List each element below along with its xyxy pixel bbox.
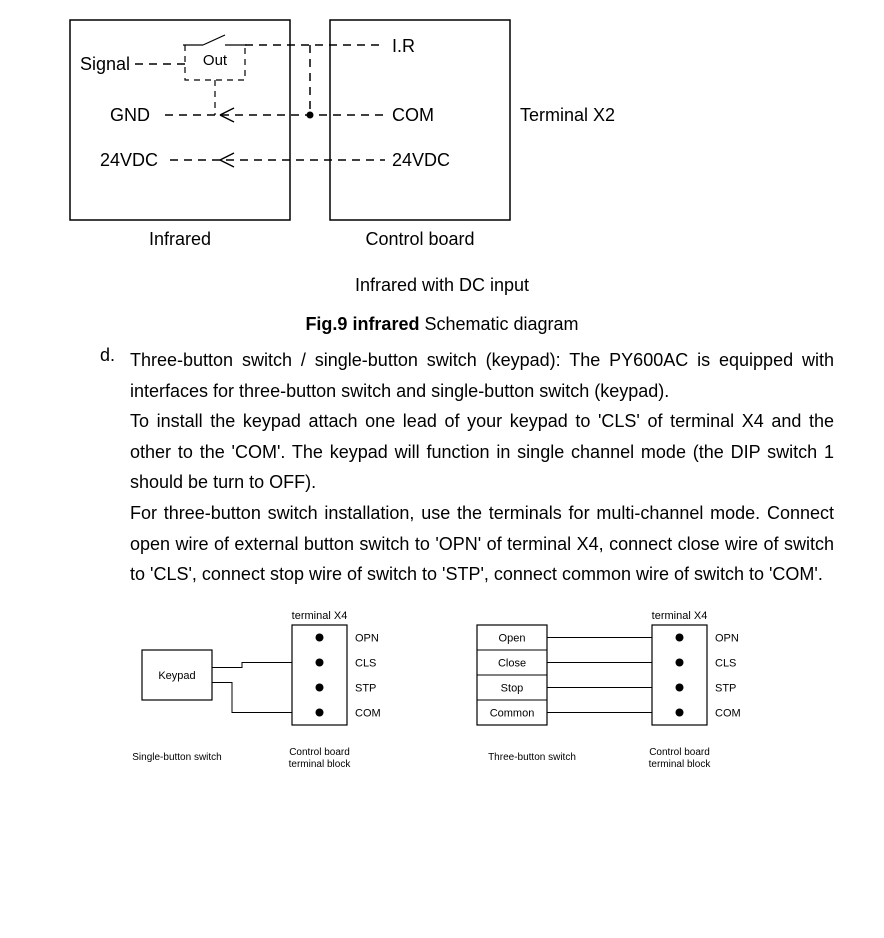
svg-text:COM: COM bbox=[715, 707, 741, 719]
svg-text:Terminal X2: Terminal X2 bbox=[520, 105, 615, 125]
svg-text:GND: GND bbox=[110, 105, 150, 125]
paragraph-1: Three-button switch / single-button swit… bbox=[130, 345, 834, 406]
list-marker: d. bbox=[100, 345, 115, 366]
fig-rest: Schematic diagram bbox=[419, 314, 578, 334]
svg-text:Infrared: Infrared bbox=[149, 229, 211, 249]
fig-bold: Fig.9 infrared bbox=[305, 314, 419, 334]
three-button-diagram: terminal X4 OPN CLS STP COM Open Close Stop Comm… bbox=[462, 600, 762, 780]
svg-text:terminal X4: terminal X4 bbox=[292, 610, 348, 622]
svg-text:terminal X4: terminal X4 bbox=[652, 610, 708, 622]
svg-text:Keypad: Keypad bbox=[158, 670, 195, 682]
svg-text:Stop: Stop bbox=[501, 682, 524, 694]
svg-text:STP: STP bbox=[355, 682, 376, 694]
svg-text:Control board: Control board bbox=[649, 747, 710, 758]
svg-text:Control board: Control board bbox=[289, 747, 350, 758]
svg-text:COM: COM bbox=[355, 707, 381, 719]
svg-text:COM: COM bbox=[392, 105, 434, 125]
single-button-diagram: terminal X4 OPN CLS STP COM Keypad Single-butt… bbox=[122, 600, 402, 780]
svg-text:terminal block: terminal block bbox=[649, 759, 712, 770]
figure-caption: Fig.9 infrared Schematic diagram bbox=[10, 314, 874, 335]
infrared-schematic: Signal Out I.R GND COM Terminal X2 24VDC 24VDC I… bbox=[10, 10, 874, 265]
list-item-d: d. Three-button switch / single-button s… bbox=[10, 345, 874, 590]
svg-text:terminal block: terminal block bbox=[289, 759, 352, 770]
svg-text:24VDC: 24VDC bbox=[100, 150, 158, 170]
diagram-subtitle: Infrared with DC input bbox=[10, 275, 874, 296]
svg-text:Common: Common bbox=[490, 707, 535, 719]
svg-text:CLS: CLS bbox=[715, 657, 736, 669]
svg-text:STP: STP bbox=[715, 682, 736, 694]
svg-text:Close: Close bbox=[498, 657, 526, 669]
svg-text:Open: Open bbox=[499, 632, 526, 644]
top-diagram-svg: Signal Out I.R GND COM Terminal X2 24VDC 24VDC I… bbox=[10, 10, 710, 260]
svg-text:I.R: I.R bbox=[392, 36, 415, 56]
svg-text:Control board: Control board bbox=[365, 229, 474, 249]
svg-text:Single-button switch: Single-button switch bbox=[132, 752, 222, 763]
lower-diagrams-row: terminal X4 OPN CLS STP COM Keypad Single-butt… bbox=[10, 600, 874, 780]
svg-text:OPN: OPN bbox=[715, 632, 739, 644]
paragraph-2: To install the keypad attach one lead of… bbox=[130, 406, 834, 498]
svg-text:Three-button switch: Three-button switch bbox=[488, 752, 576, 763]
svg-text:Signal: Signal bbox=[80, 54, 130, 74]
svg-text:24VDC: 24VDC bbox=[392, 150, 450, 170]
paragraph-3: For three-button switch installation, us… bbox=[130, 498, 834, 590]
svg-text:Out: Out bbox=[203, 52, 228, 69]
svg-text:CLS: CLS bbox=[355, 657, 376, 669]
svg-text:OPN: OPN bbox=[355, 632, 379, 644]
